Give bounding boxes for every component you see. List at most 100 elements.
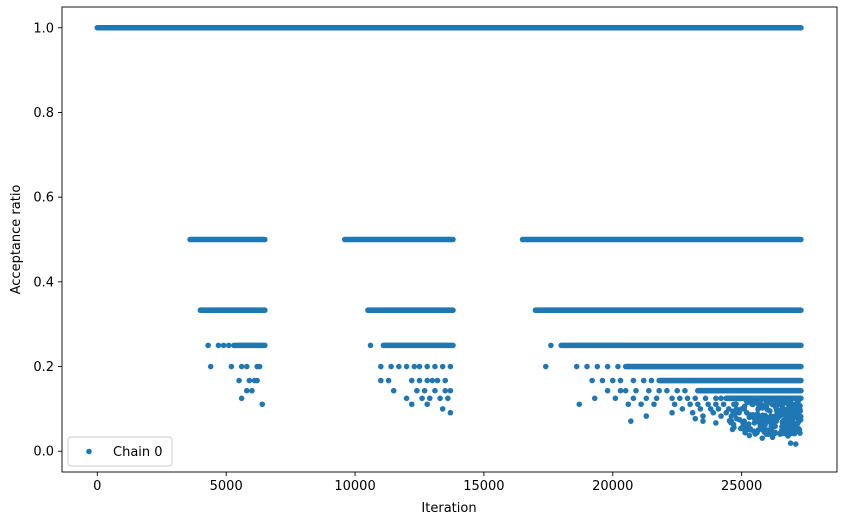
data-point: [414, 387, 420, 394]
data-point: [679, 406, 686, 412]
data-point: [228, 363, 235, 370]
data-point: [416, 363, 423, 370]
data-point: [403, 363, 410, 370]
plot-frame: [61, 6, 838, 473]
data-point: [254, 377, 260, 384]
data-point: [695, 401, 701, 408]
x-tick-label: 5000: [210, 479, 243, 494]
data-point: [746, 432, 753, 439]
data-point: [741, 403, 748, 410]
data-point: [653, 395, 660, 402]
data-point: [432, 363, 438, 370]
data-point: [787, 407, 793, 414]
data-point: [651, 401, 657, 408]
data-point: [729, 426, 736, 433]
data-point: [780, 422, 787, 428]
data-point: [780, 411, 786, 417]
data-point: [669, 409, 675, 416]
data-point: [424, 377, 431, 384]
data-point: [773, 404, 779, 411]
data-point: [643, 395, 650, 402]
data-point: [424, 401, 431, 408]
x-tick-label: 0: [93, 479, 101, 494]
legend: Chain 0: [67, 436, 173, 467]
data-point: [752, 431, 759, 437]
data-point: [612, 395, 619, 402]
data-point: [730, 421, 737, 428]
data-point: [697, 406, 704, 412]
data-point: [751, 420, 758, 426]
data-point: [750, 411, 756, 418]
data-point: [238, 395, 245, 402]
data-point: [755, 417, 762, 423]
data-point: [236, 377, 242, 384]
data-point: [761, 429, 767, 435]
data-point: [396, 363, 402, 370]
data-point: [671, 401, 678, 408]
data-point: [447, 363, 454, 370]
data-point: [625, 401, 632, 408]
data-point: [424, 363, 431, 370]
data-point: [795, 425, 802, 432]
x-axis-label: Iteration: [421, 501, 476, 516]
data-point: [447, 387, 454, 394]
data-point: [700, 413, 706, 419]
x-tick-label: 25000: [721, 479, 762, 494]
data-point: [628, 418, 634, 424]
data-point: [723, 409, 729, 416]
data-points: [94, 24, 804, 447]
legend-box: [67, 436, 173, 467]
data-point: [259, 401, 266, 408]
data-point: [633, 387, 639, 394]
data-point: [702, 395, 709, 402]
axes: [61, 6, 838, 473]
data-point: [745, 421, 752, 427]
data-point: [548, 342, 554, 349]
data-point: [796, 413, 803, 419]
data-point: [794, 420, 801, 426]
data-point: [591, 395, 598, 402]
y-tick-label: 0.8: [33, 106, 54, 121]
data-point: [787, 440, 794, 447]
data-point: [638, 401, 644, 408]
data-point: [584, 363, 590, 370]
data-point: [256, 363, 263, 370]
y-tick-label: 1.0: [33, 21, 54, 36]
data-point: [713, 401, 719, 408]
data-point: [797, 408, 804, 414]
data-point: [447, 409, 454, 416]
data-point: [378, 363, 384, 370]
data-point: [403, 395, 410, 402]
data-point: [767, 408, 773, 414]
data-point: [615, 363, 621, 370]
data-point: [385, 377, 392, 384]
data-point: [573, 363, 580, 370]
data-point: [215, 342, 222, 349]
data-point: [789, 402, 796, 408]
data-point: [421, 387, 428, 394]
data-point: [794, 396, 801, 403]
data-point: [442, 387, 449, 394]
data-point: [442, 377, 449, 384]
data-point: [757, 398, 764, 405]
data-point: [791, 430, 798, 437]
data-point: [656, 387, 662, 394]
data-point: [687, 401, 693, 408]
x-tick-label: 15000: [463, 479, 504, 494]
data-point: [767, 414, 774, 421]
data-point: [416, 377, 423, 384]
data-point: [674, 387, 681, 394]
legend-marker: [86, 448, 92, 455]
data-point: [718, 413, 724, 419]
data-point: [243, 387, 250, 394]
data-point: [772, 415, 779, 422]
data-point: [439, 406, 446, 412]
data-point: [589, 377, 595, 384]
data-point: [604, 387, 611, 394]
data-point: [207, 363, 214, 370]
data-point: [761, 422, 768, 428]
data-point: [246, 377, 253, 384]
data-point: [692, 415, 699, 422]
data-point: [741, 426, 747, 433]
data-point: [726, 417, 733, 424]
